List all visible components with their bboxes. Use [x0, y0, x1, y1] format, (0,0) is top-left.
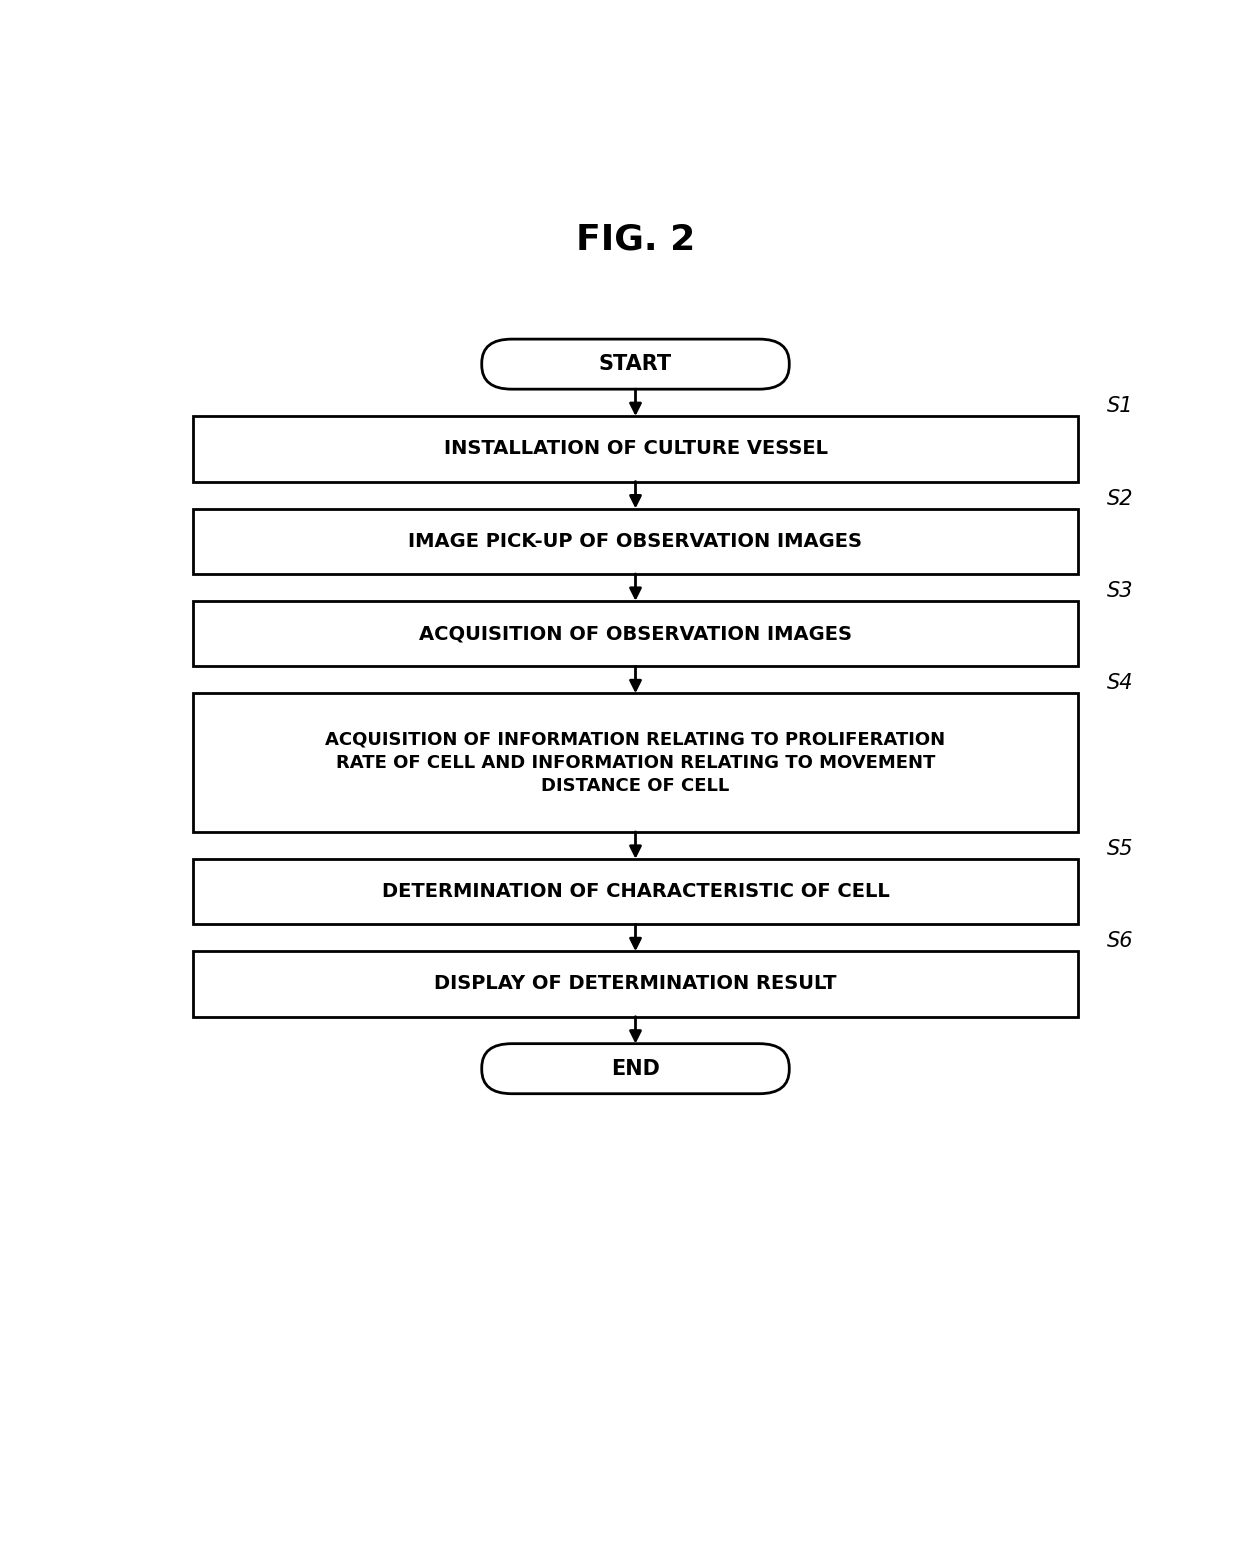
Text: DETERMINATION OF CHARACTERISTIC OF CELL: DETERMINATION OF CHARACTERISTIC OF CELL: [382, 881, 889, 902]
Text: S2: S2: [1106, 488, 1133, 508]
FancyBboxPatch shape: [481, 1044, 789, 1094]
FancyBboxPatch shape: [193, 858, 1078, 925]
FancyBboxPatch shape: [481, 339, 789, 389]
Text: FIG. 2: FIG. 2: [575, 222, 696, 256]
Text: IMAGE PICK-UP OF OBSERVATION IMAGES: IMAGE PICK-UP OF OBSERVATION IMAGES: [408, 531, 863, 551]
Text: START: START: [599, 355, 672, 375]
Text: END: END: [611, 1058, 660, 1078]
FancyBboxPatch shape: [193, 951, 1078, 1016]
FancyBboxPatch shape: [193, 508, 1078, 575]
Text: ACQUISITION OF INFORMATION RELATING TO PROLIFERATION
RATE OF CELL AND INFORMATIO: ACQUISITION OF INFORMATION RELATING TO P…: [325, 730, 946, 795]
Text: S5: S5: [1106, 840, 1133, 858]
Text: INSTALLATION OF CULTURE VESSEL: INSTALLATION OF CULTURE VESSEL: [444, 440, 827, 459]
Text: S1: S1: [1106, 397, 1133, 417]
FancyBboxPatch shape: [193, 417, 1078, 482]
Text: S4: S4: [1106, 674, 1133, 694]
FancyBboxPatch shape: [193, 601, 1078, 666]
Text: ACQUISITION OF OBSERVATION IMAGES: ACQUISITION OF OBSERVATION IMAGES: [419, 624, 852, 643]
Text: DISPLAY OF DETERMINATION RESULT: DISPLAY OF DETERMINATION RESULT: [434, 974, 837, 993]
Text: S3: S3: [1106, 581, 1133, 601]
FancyBboxPatch shape: [193, 694, 1078, 832]
Text: S6: S6: [1106, 931, 1133, 951]
